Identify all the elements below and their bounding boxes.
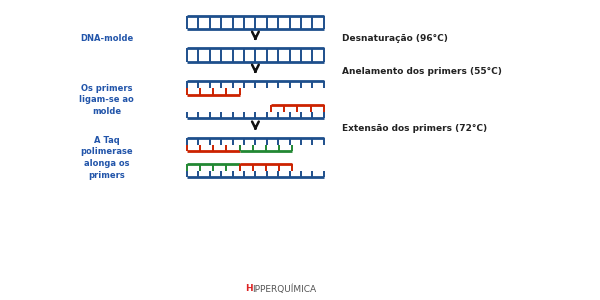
Text: H: H: [245, 284, 253, 293]
Text: Os primers
ligam-se ao
molde: Os primers ligam-se ao molde: [79, 84, 134, 116]
Text: Anelamento dos primers (55°C): Anelamento dos primers (55°C): [341, 67, 502, 76]
Text: Extensão dos primers (72°C): Extensão dos primers (72°C): [341, 124, 487, 133]
Text: DNA-molde: DNA-molde: [80, 34, 133, 43]
Text: A Taq
polimerase
alonga os
primers: A Taq polimerase alonga os primers: [80, 136, 133, 180]
Text: IPPERQUÍMICA: IPPERQUÍMICA: [253, 284, 317, 294]
Text: Desnaturação (96°C): Desnaturação (96°C): [341, 34, 448, 43]
